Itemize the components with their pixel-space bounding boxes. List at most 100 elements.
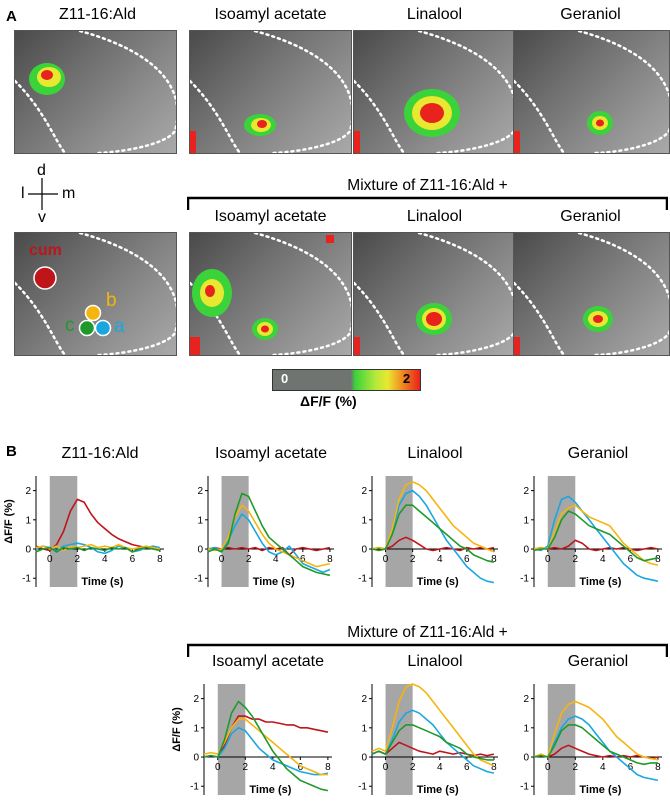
image-isoamyl	[189, 30, 352, 154]
y-tick-label: 0	[193, 753, 199, 764]
y-tick-label: -1	[520, 574, 529, 585]
y-tick-label: 1	[197, 515, 203, 526]
mixture-title-geraniol: Geraniol	[560, 208, 621, 225]
glomerulus-b-label: b	[106, 290, 117, 311]
y-tick-label: 2	[523, 486, 529, 497]
trace-c	[533, 510, 659, 562]
y-tick-label: -1	[520, 782, 529, 793]
y-tick-label: 0	[523, 545, 529, 556]
trace-a	[371, 709, 495, 774]
glomerulus-cum-marker	[33, 266, 57, 290]
x-tick-label: 4	[600, 762, 606, 773]
x-tick-label: 6	[298, 762, 304, 773]
glomerulus-a-marker	[94, 319, 112, 337]
trace-plot-mix-isoamyl: Isoamyl acetate -1 0 1 2 0 2 4 6 8 Time (s) ΔF/F (%…	[168, 648, 340, 803]
x-tick-label: 6	[628, 762, 634, 773]
x-tick-label: 2	[410, 554, 416, 565]
x-axis-label: Time (s)	[579, 576, 621, 588]
x-tick-label: 0	[545, 554, 551, 565]
x-tick-label: 0	[215, 762, 221, 773]
y-axis-label: ΔF/F (%)	[171, 707, 183, 752]
trace-cum	[533, 744, 659, 760]
y-tick-label: 1	[523, 723, 529, 734]
orientation-cross	[28, 178, 58, 210]
y-tick-label: 0	[361, 753, 367, 764]
y-tick-label: -1	[22, 574, 31, 585]
x-tick-label: 6	[464, 762, 470, 773]
x-tick-label: 0	[47, 554, 53, 565]
y-tick-label: 2	[523, 694, 529, 705]
mixture-label-b: Mixture of Z11-16:Ald +	[347, 624, 508, 641]
x-tick-label: 8	[325, 762, 331, 773]
x-axis-label: Time (s)	[253, 576, 295, 588]
trace-b	[203, 718, 328, 776]
trace-plot-svg: Geraniol -1 0 1 2 0 2 4 6 8 Time (s)	[520, 445, 662, 588]
image-ald-overlay	[15, 31, 176, 153]
x-tick-label: 2	[573, 554, 579, 565]
image-ald	[14, 30, 177, 154]
trace-cum	[371, 536, 495, 552]
x-axis-label: Time (s)	[417, 784, 459, 796]
image-mix-linalool	[353, 232, 516, 356]
y-tick-label: 0	[361, 545, 367, 556]
y-tick-label: 2	[361, 486, 367, 497]
trace-c	[371, 724, 494, 761]
trace-plot-svg: Isoamyl acetate -1 0 1 2 0 2 4 6 8 Time (s) ΔF/F (%…	[171, 653, 332, 796]
y-tick-label: 0	[523, 753, 529, 764]
trace-a	[533, 715, 659, 782]
x-tick-label: 2	[246, 554, 252, 565]
trace-c	[35, 546, 161, 553]
trace-plot-svg: Geraniol -1 0 1 2 0 2 4 6 8 Time (s)	[520, 653, 662, 796]
image-linalool-overlay	[354, 31, 515, 153]
y-tick-label: 2	[25, 486, 31, 497]
x-tick-label: 0	[383, 554, 389, 565]
glomerulus-a-label: a	[114, 316, 125, 337]
panel-a-title-isoamyl: Isoamyl acetate	[214, 6, 327, 23]
trace-cum	[533, 539, 659, 552]
trace-a	[203, 727, 329, 776]
stimulus-window	[385, 476, 413, 587]
image-geraniol	[513, 30, 670, 154]
plot-title: Linalool	[407, 445, 462, 462]
orientation-medial: m	[62, 185, 76, 202]
stimulus-window	[221, 476, 249, 587]
trace-plot-geraniol: Geraniol -1 0 1 2 0 2 4 6 8 Time (s)	[498, 440, 670, 595]
trace-b	[533, 504, 659, 566]
panel-a-title-linalool: Linalool	[406, 6, 463, 23]
image-reference-overlay	[15, 233, 176, 355]
trace-plot-mix-geraniol: Geraniol -1 0 1 2 0 2 4 6 8 Time (s)	[498, 648, 670, 803]
glomerulus-c-label: c	[65, 315, 75, 336]
trace-plot-isoamyl: Isoamyl acetate -1 0 1 2 0 2 4 6 8 Time (s)	[172, 440, 342, 595]
trace-plot-svg: Z11-16:Ald -1 0 1 2 0 2 4 6 8 Time (s) ΔF/F (%)	[3, 445, 164, 588]
trace-plot-svg: Isoamyl acetate -1 0 1 2 0 2 4 6 8 Time (s)	[194, 445, 334, 588]
trace-plot-ald: Z11-16:Ald -1 0 1 2 0 2 4 6 8 Time (s) ΔF/F (%)	[0, 440, 172, 595]
plot-title: Linalool	[407, 653, 462, 670]
mixture-bracket-a	[187, 196, 668, 210]
y-tick-label: 2	[361, 694, 367, 705]
image-mix-geraniol	[513, 232, 670, 356]
x-tick-label: 4	[102, 554, 108, 565]
image-reference: cum b c a	[14, 232, 177, 356]
x-tick-label: 6	[628, 554, 634, 565]
plot-title: Z11-16:Ald	[61, 445, 138, 462]
trace-b	[35, 543, 161, 552]
image-mix-geraniol-overlay	[514, 233, 669, 355]
x-tick-label: 8	[655, 762, 661, 773]
trace-b	[207, 504, 331, 568]
y-tick-label: 1	[25, 515, 31, 526]
x-tick-label: 8	[491, 554, 497, 565]
x-axis-label: Time (s)	[417, 576, 459, 588]
trace-a	[35, 542, 161, 555]
y-tick-label: 1	[523, 515, 529, 526]
y-tick-label: -1	[358, 782, 367, 793]
y-tick-label: -1	[190, 782, 199, 793]
x-tick-label: 6	[130, 554, 136, 565]
x-tick-label: 2	[243, 762, 249, 773]
trace-cum	[35, 498, 160, 552]
panel-a-title-geraniol: Geraniol	[560, 6, 621, 23]
x-tick-label: 2	[573, 762, 579, 773]
image-mix-linalool-overlay	[354, 233, 515, 355]
x-axis-label: Time (s)	[579, 784, 621, 796]
trace-c	[203, 700, 329, 792]
x-tick-label: 8	[157, 554, 163, 565]
